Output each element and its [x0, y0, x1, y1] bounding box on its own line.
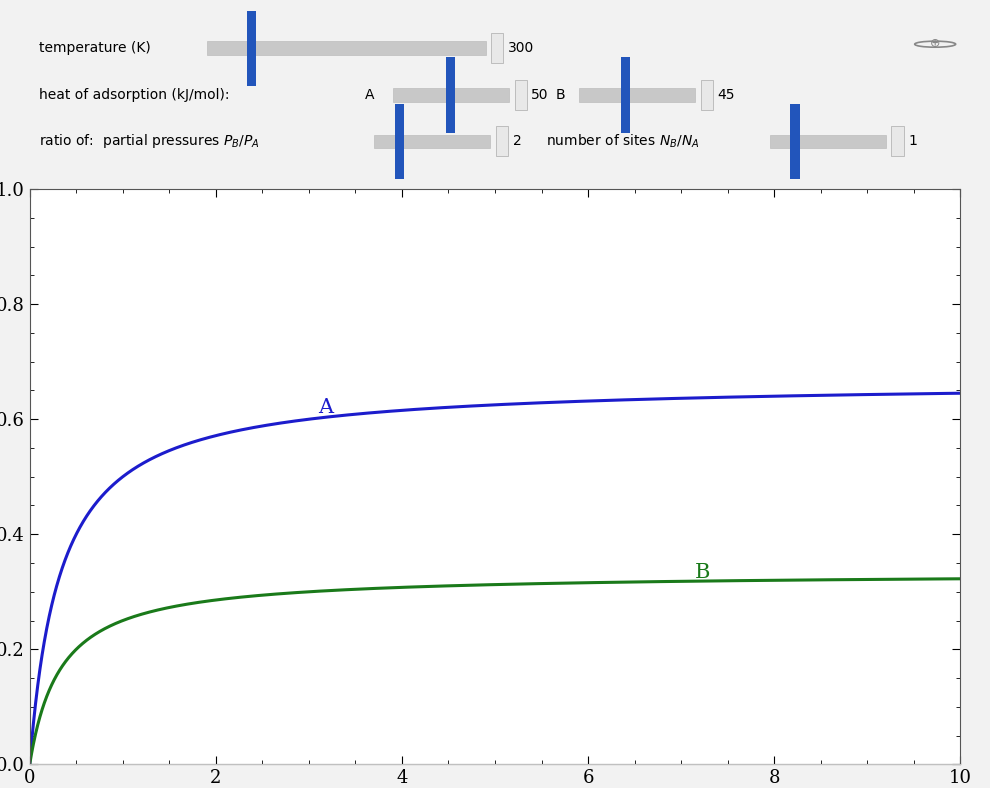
Text: 1: 1 [908, 135, 917, 148]
Bar [891, 126, 904, 157]
Bar [496, 126, 508, 157]
Text: number of sites $N_B$/$N_A$: number of sites $N_B$/$N_A$ [546, 132, 700, 151]
Text: A: A [364, 88, 374, 102]
Text: 45: 45 [718, 88, 735, 102]
Text: heat of adsorption (kJ/mol):: heat of adsorption (kJ/mol): [39, 88, 230, 102]
Bar [621, 58, 630, 132]
Bar [491, 33, 503, 63]
Bar [395, 104, 404, 179]
Bar [247, 10, 255, 86]
Bar [374, 135, 490, 148]
Text: ratio of:  partial pressures $P_B$/$P_A$: ratio of: partial pressures $P_B$/$P_A$ [39, 132, 260, 151]
Bar [515, 80, 527, 110]
Text: ⊕: ⊕ [930, 37, 940, 50]
Bar [579, 88, 695, 102]
Bar [393, 88, 509, 102]
Text: B: B [695, 563, 711, 582]
Text: temperature (K): temperature (K) [39, 41, 150, 55]
Text: 300: 300 [508, 41, 535, 55]
Bar [207, 42, 486, 55]
Text: B: B [555, 88, 565, 102]
Text: 50: 50 [532, 88, 548, 102]
Bar [701, 80, 713, 110]
Text: 2: 2 [513, 135, 522, 148]
Bar [446, 58, 455, 132]
Bar [769, 135, 886, 148]
Text: A: A [318, 399, 334, 418]
Bar [790, 104, 800, 179]
